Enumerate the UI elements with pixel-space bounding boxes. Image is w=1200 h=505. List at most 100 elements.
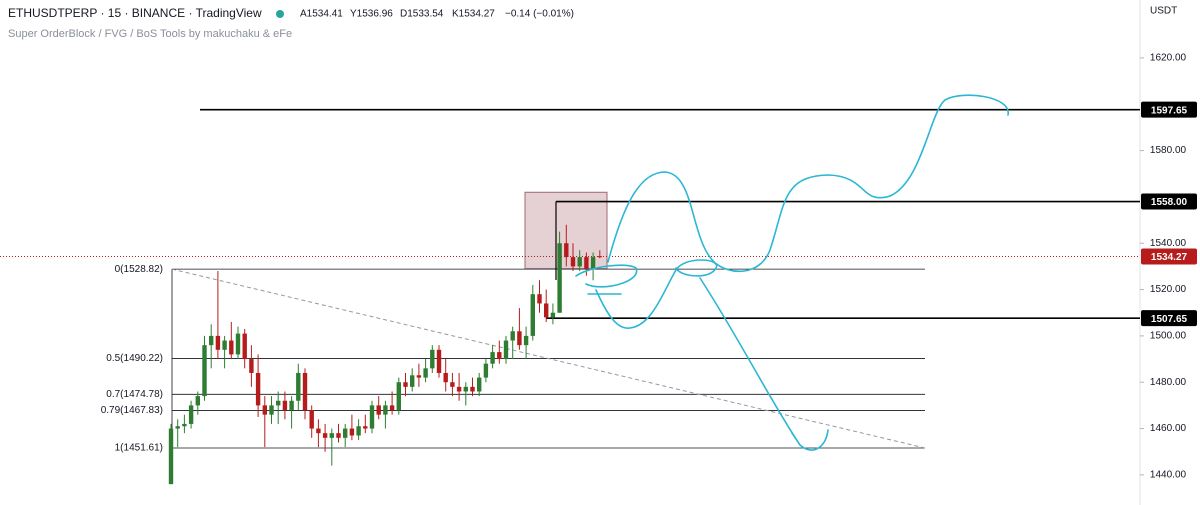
candle-body [443, 372, 448, 383]
candle-body [523, 335, 529, 346]
candle-body [383, 405, 388, 415]
candle-body [349, 428, 355, 436]
candle-body [403, 382, 408, 387]
candle-body [316, 428, 321, 434]
candle-body [242, 333, 247, 360]
level-label: 1558.00 [1151, 197, 1188, 208]
marks [0, 57, 1144, 485]
level-tag [1141, 101, 1197, 118]
candle-body [497, 352, 502, 360]
candle-body [322, 433, 328, 438]
status-dot [276, 10, 284, 18]
y-tick-label: 1540.00 [1150, 238, 1187, 249]
candle-body [544, 303, 549, 318]
symbol: ETHUSDTPERP · 15 · BINANCE · TradingView [8, 6, 262, 20]
candle-body [195, 396, 200, 406]
candle-body [235, 333, 241, 355]
candle-body [550, 312, 556, 318]
candle-body [477, 377, 482, 392]
candle-body [249, 359, 254, 373]
y-tick-label: 1580.00 [1150, 145, 1187, 156]
candle-body [410, 375, 415, 387]
y-tick-label: 1480.00 [1150, 377, 1187, 388]
candle-body [577, 257, 582, 267]
fib-trend-line [171, 268, 926, 449]
candle-body [302, 372, 308, 411]
candle-body [336, 433, 341, 438]
candle-body [423, 368, 428, 378]
ohlc-low: D1533.54 [400, 9, 444, 20]
candle-body [175, 426, 180, 429]
candle-body [356, 426, 361, 436]
fib-label: 0(1528.82) [115, 264, 163, 275]
candle-body [282, 400, 288, 411]
candle-body [255, 372, 261, 406]
candle-body [369, 405, 375, 429]
drawing-path [595, 259, 718, 329]
candle-body [309, 410, 314, 429]
level-tag [1141, 193, 1197, 210]
candle-body [289, 400, 294, 411]
y-tick-label: 1620.00 [1150, 53, 1187, 64]
candle-body [557, 243, 562, 313]
candle-body [570, 257, 576, 267]
candle-body [510, 331, 515, 341]
fib-label: 0.5(1490.22) [106, 353, 163, 364]
candle-body [202, 345, 207, 397]
ohlc-high: Y1536.96 [350, 9, 393, 20]
candle-body [503, 340, 509, 360]
candle-body [564, 243, 569, 258]
candle-body [329, 433, 334, 438]
candle-body [376, 405, 381, 415]
drawing-oval [575, 264, 638, 288]
candle-body [490, 352, 495, 364]
candle-body [436, 349, 442, 373]
candle-body [343, 428, 348, 438]
candle-body [229, 340, 234, 355]
last-price-label: 1534.27 [1151, 252, 1188, 263]
candle-body [483, 363, 489, 378]
candle-body [269, 405, 274, 415]
candle-body [363, 426, 368, 429]
last-price-tag [1141, 248, 1197, 265]
candle-body [168, 428, 174, 485]
y-tick-label: 1500.00 [1150, 331, 1187, 342]
drawing-arrow [699, 277, 829, 451]
level-label: 1507.65 [1151, 314, 1188, 325]
candle-body [530, 294, 535, 336]
candle-body [470, 386, 475, 392]
candle-body [450, 382, 455, 387]
fib-label: 1(1451.61) [115, 443, 163, 454]
drawing-path [607, 94, 1009, 273]
ohlc-open: A1534.41 [300, 9, 343, 20]
candle-body [430, 349, 435, 369]
candle-body [389, 405, 395, 411]
candle-body [262, 405, 267, 415]
currency[interactable]: USDT [1150, 6, 1177, 17]
fib-label: 0.7(1474.78) [106, 389, 163, 400]
level-label: 1597.65 [1151, 105, 1188, 116]
level-tag [1141, 310, 1197, 327]
candle-body [215, 335, 221, 350]
y-tick-label: 1460.00 [1150, 423, 1187, 434]
candle-body [296, 372, 301, 401]
candle-body [517, 331, 522, 346]
candle-body [463, 386, 468, 392]
ohlc-close: K1534.27 [452, 9, 495, 20]
candle-body [590, 257, 596, 269]
y-tick-label: 1440.00 [1150, 470, 1187, 481]
candle-body [537, 294, 542, 304]
ohlc-change: −0.14 (−0.01%) [505, 9, 574, 20]
fib-label: 0.79(1467.83) [101, 405, 163, 416]
candle-body [456, 386, 462, 392]
candle-body [209, 335, 214, 346]
candle-body [276, 400, 281, 406]
y-tick-label: 1520.00 [1150, 284, 1187, 295]
candle-body [597, 256, 602, 258]
candle-body [416, 375, 422, 378]
candle-body [222, 340, 227, 350]
candle-body [396, 382, 401, 411]
candle-body [182, 423, 187, 427]
candle-body [188, 405, 194, 424]
